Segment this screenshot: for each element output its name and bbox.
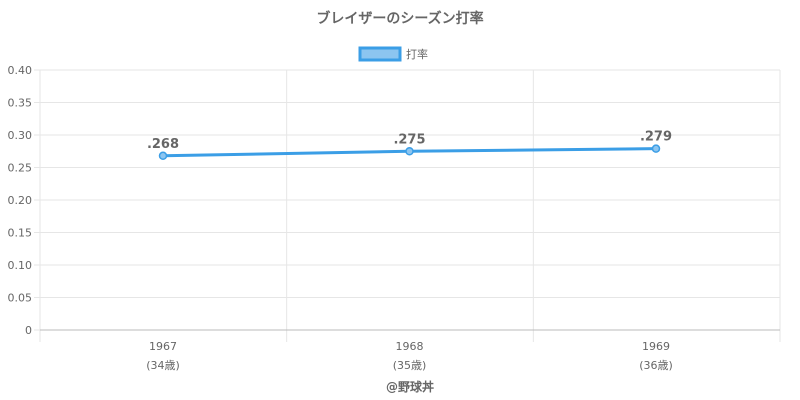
legend[interactable]: 打率 — [358, 46, 428, 62]
x-tick-label: 1967 — [149, 340, 177, 353]
data-label: .268 — [147, 137, 179, 152]
data-label: .279 — [640, 130, 672, 145]
y-tick-label: 0 — [25, 324, 32, 337]
credit-label: @野球丼 — [386, 379, 434, 394]
y-axis: 0 0.05 0.10 0.15 0.20 0.25 0.30 0.35 0.40 — [8, 64, 33, 337]
x-axis: 1967 (34歳) 1968 (35歳) 1969 (36歳) — [146, 340, 673, 372]
x-tick-label: 1969 — [642, 340, 670, 353]
data-point — [651, 144, 661, 153]
data-point — [405, 147, 414, 156]
y-tick-label: 0.25 — [8, 162, 33, 175]
x-age-label: (36歳) — [639, 359, 673, 372]
data-point — [158, 151, 168, 161]
x-age-label: (35歳) — [393, 359, 427, 372]
y-tick-label: 0.20 — [8, 194, 33, 207]
x-age-label: (34歳) — [146, 359, 180, 372]
data-label: .275 — [393, 132, 425, 147]
legend-label: 打率 — [406, 47, 428, 61]
x-tick-label: 1968 — [396, 340, 424, 353]
legend-swatch — [358, 46, 402, 62]
y-tick-label: 0.35 — [8, 97, 33, 110]
y-tick-label: 0.30 — [8, 129, 33, 142]
chart-title: ブレイザーのシーズン打率 — [316, 10, 483, 27]
series-batting-average: .268 .275 .279 — [147, 130, 672, 161]
y-tick-label: 0.15 — [8, 227, 33, 240]
y-tick-label: 0.10 — [8, 259, 33, 272]
y-tick-label: 0.05 — [8, 292, 33, 305]
y-tick-label: 0.40 — [8, 64, 33, 77]
grid — [34, 69, 781, 342]
